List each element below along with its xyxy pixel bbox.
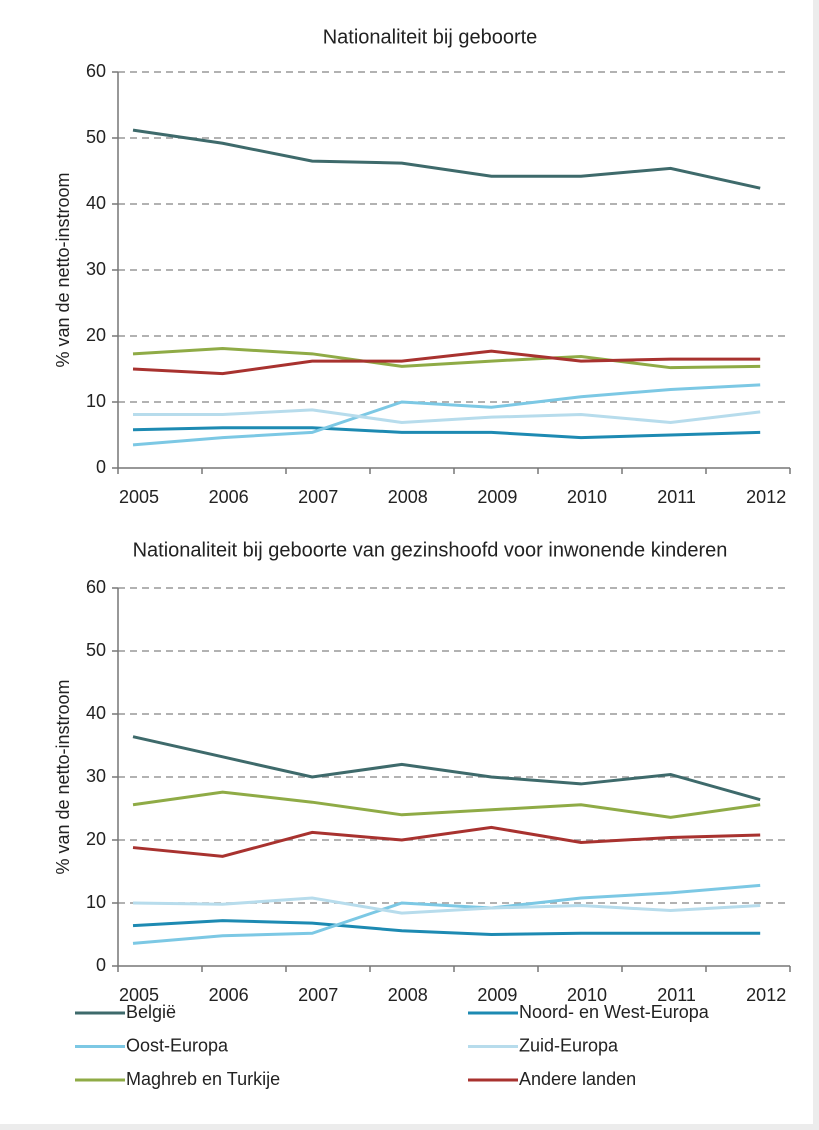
y-tick-label: 20	[86, 829, 106, 849]
x-tick-label: 2009	[477, 985, 517, 1005]
chart-title: Nationaliteit bij geboorte	[323, 26, 538, 48]
y-tick-label: 30	[86, 766, 106, 786]
y-tick-label: 50	[86, 127, 106, 147]
y-tick-label: 0	[96, 457, 106, 477]
x-tick-label: 2010	[567, 487, 607, 507]
y-tick-label: 10	[86, 892, 106, 912]
x-tick-label: 2007	[298, 985, 338, 1005]
x-tick-label: 2012	[746, 487, 786, 507]
series-line: Maghreb en Turkije	[132, 347, 761, 370]
series-line: Zuid-Europa	[132, 896, 761, 915]
series-line: Oost-Europa	[132, 383, 761, 447]
series-line: Maghreb en Turkije	[132, 790, 761, 819]
series-line: Oost-Europa	[132, 883, 761, 945]
x-tick-label: 2011	[657, 985, 696, 1005]
y-tick-label: 0	[96, 955, 106, 975]
legend-label: België	[126, 1002, 176, 1022]
series-line: Andere landen	[132, 825, 761, 858]
x-tick-label: 2010	[567, 985, 607, 1005]
x-tick-label: 2008	[388, 487, 428, 507]
y-tick-label: 60	[86, 577, 106, 597]
x-tick-label: 2005	[119, 487, 159, 507]
y-tick-label: 60	[86, 61, 106, 81]
legend-label: Oost-Europa	[126, 1035, 229, 1055]
x-tick-label: 2006	[209, 487, 249, 507]
series-line: Andere landen	[132, 349, 761, 376]
legend-label: Zuid-Europa	[519, 1035, 619, 1055]
x-tick-label: 2011	[657, 487, 696, 507]
series-line: Noord- en West-Europa	[132, 919, 761, 937]
x-tick-label: 2012	[746, 985, 786, 1005]
x-tick-label: 2007	[298, 487, 338, 507]
legend-label: Maghreb en Turkije	[126, 1069, 280, 1089]
series-line: Zuid-Europa	[133, 408, 761, 424]
y-axis-label: % van de netto-instroom	[53, 172, 73, 367]
x-tick-label: 2006	[209, 985, 249, 1005]
chart-title: Nationaliteit bij geboorte van gezinshoo…	[133, 539, 728, 561]
y-tick-label: 30	[86, 259, 106, 279]
y-tick-label: 50	[86, 640, 106, 660]
x-tick-label: 2005	[119, 985, 159, 1005]
series-line: Noord- en West-Europa	[132, 426, 761, 440]
y-tick-label: 40	[86, 193, 106, 213]
series-line: België	[132, 128, 761, 190]
series-line: België	[132, 735, 761, 802]
legend-label: Noord- en West-Europa	[519, 1002, 710, 1022]
x-tick-label: 2008	[388, 985, 428, 1005]
y-axis-label: % van de netto-instroom	[53, 679, 73, 874]
y-tick-label: 10	[86, 391, 106, 411]
y-tick-label: 40	[86, 703, 106, 723]
legend-label: Andere landen	[519, 1069, 636, 1089]
x-tick-label: 2009	[477, 487, 517, 507]
y-tick-label: 20	[86, 325, 106, 345]
